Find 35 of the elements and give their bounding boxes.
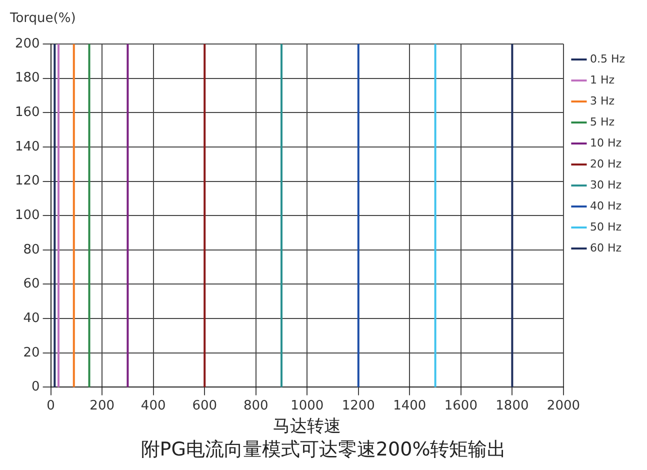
x-tick-label: 600 [192,398,218,414]
x-axis-title: 马达转速 [273,416,342,436]
legend-label: 5 Hz [590,115,615,128]
y-tick-label: 60 [23,276,40,292]
y-tick-label: 100 [14,208,40,223]
legend-label: 50 Hz [590,220,622,234]
y-tick-label: 20 [23,345,40,360]
x-tick-label: 200 [90,398,114,414]
x-tick-label: 1800 [496,398,529,414]
x-tick-label: 2000 [546,398,580,414]
legend-label: 10 Hz [590,136,622,150]
x-tick-label: 1400 [393,398,426,414]
y-tick-label: 200 [14,36,40,52]
legend-label: 0.5 Hz [590,52,626,66]
y-tick-label: 40 [23,310,40,326]
y-axis-title: Torque(%) [9,10,76,26]
y-tick-label: 180 [14,70,40,86]
y-tick-label: 140 [14,139,40,154]
legend-label: 1 Hz [590,73,615,86]
legend-label: 30 Hz [590,178,622,192]
x-tick-label: 800 [243,398,268,414]
text: 附PG电流向量模式可达零速200%转矩输出 [140,438,506,461]
y-tick-label: 160 [14,105,40,120]
x-tick-label: 0 [46,398,55,414]
legend-label: 40 Hz [590,199,622,212]
x-tick-label: 400 [140,398,166,414]
legend-label: 20 Hz [590,157,622,170]
legend-label: 60 Hz [590,241,622,254]
y-tick-label: 0 [32,380,40,395]
y-tick-label: 120 [14,174,40,189]
y-tick-label: 80 [23,242,40,258]
x-tick-label: 1200 [342,398,375,414]
x-tick-label: 1600 [444,398,478,414]
legend-label: 3 Hz [590,94,615,108]
x-tick-label: 1000 [290,398,324,414]
